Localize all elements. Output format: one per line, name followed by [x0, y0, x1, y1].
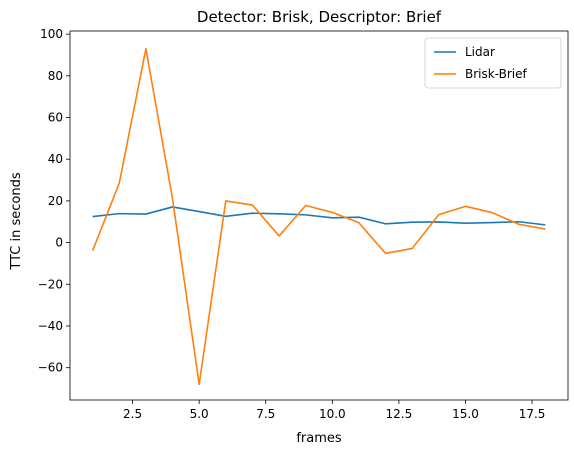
legend-label: Lidar [465, 45, 495, 59]
series-line-brisk-brief [91, 47, 546, 386]
series-layer [91, 47, 546, 386]
y-tick-label: 0 [55, 236, 63, 250]
x-tick-label: 15.0 [452, 407, 479, 421]
x-tick-label: 12.5 [386, 407, 413, 421]
y-tick-label: 60 [48, 111, 63, 125]
y-tick-label: 100 [40, 27, 63, 41]
series-line-lidar [92, 206, 546, 226]
x-tick-label: 17.5 [519, 407, 546, 421]
y-tick-label: 80 [48, 69, 63, 83]
x-tick-label: 10.0 [319, 407, 346, 421]
plot-frame [69, 30, 569, 401]
x-tick-label: 7.5 [256, 407, 275, 421]
legend: Lidar Brisk-Brief [424, 37, 562, 89]
y-axis-label: TTC in seconds [9, 172, 24, 270]
legend-label: Brisk-Brief [465, 67, 527, 81]
x-axis: 2.5 5.0 7.5 10.0 12.5 15.0 17.5 [123, 400, 545, 421]
y-tick-label: 40 [48, 152, 63, 166]
x-tick-label: 5.0 [190, 407, 209, 421]
plot-area [69, 30, 569, 401]
chart-title: Detector: Brisk, Descriptor: Brief [197, 8, 442, 26]
y-tick-label: −20 [38, 277, 63, 291]
x-tick-label: 2.5 [123, 407, 142, 421]
y-axis: −60 −40 −20 0 20 40 60 80 100 [38, 27, 70, 375]
y-tick-label: −40 [38, 319, 63, 333]
x-axis-label: frames [296, 431, 342, 446]
y-tick-label: 20 [48, 194, 63, 208]
legend-box [424, 37, 562, 89]
y-tick-label: −60 [38, 361, 63, 375]
